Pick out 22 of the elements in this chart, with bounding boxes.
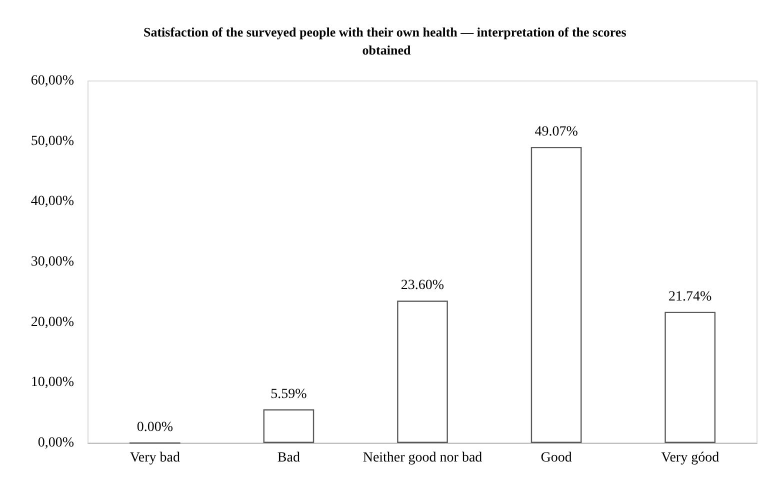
y-tick-label: 0,00% (38, 436, 74, 450)
data-label: 49.07% (534, 124, 578, 140)
y-tick-label: 40,00% (30, 194, 74, 210)
bar (263, 409, 314, 443)
y-tick-label: 20,00% (30, 314, 74, 330)
x-tick-label: Neither good nor bad (362, 450, 482, 466)
bar (664, 312, 716, 443)
data-label: 0.00% (136, 420, 174, 435)
x-tick-label: Very bad (130, 450, 180, 466)
data-label: 23.60% (400, 278, 444, 294)
y-tick-label: 10,00% (30, 375, 74, 390)
x-tick-label: Bad (277, 450, 300, 466)
data-label: 5.59% (270, 386, 308, 402)
x-tick-label: Good (540, 450, 572, 466)
x-tick-label: Very góod (661, 450, 720, 466)
y-tick-label: 60,00% (30, 74, 74, 88)
chart-title: Satisfaction of the surveyed people with their own health — interpretation of the scores obtained (143, 24, 630, 58)
data-label: 21.74% (668, 289, 712, 304)
y-tick-label: 30,00% (30, 254, 74, 270)
bar (530, 146, 582, 443)
bar (397, 300, 448, 443)
y-tick-label: 50,00% (30, 134, 74, 149)
